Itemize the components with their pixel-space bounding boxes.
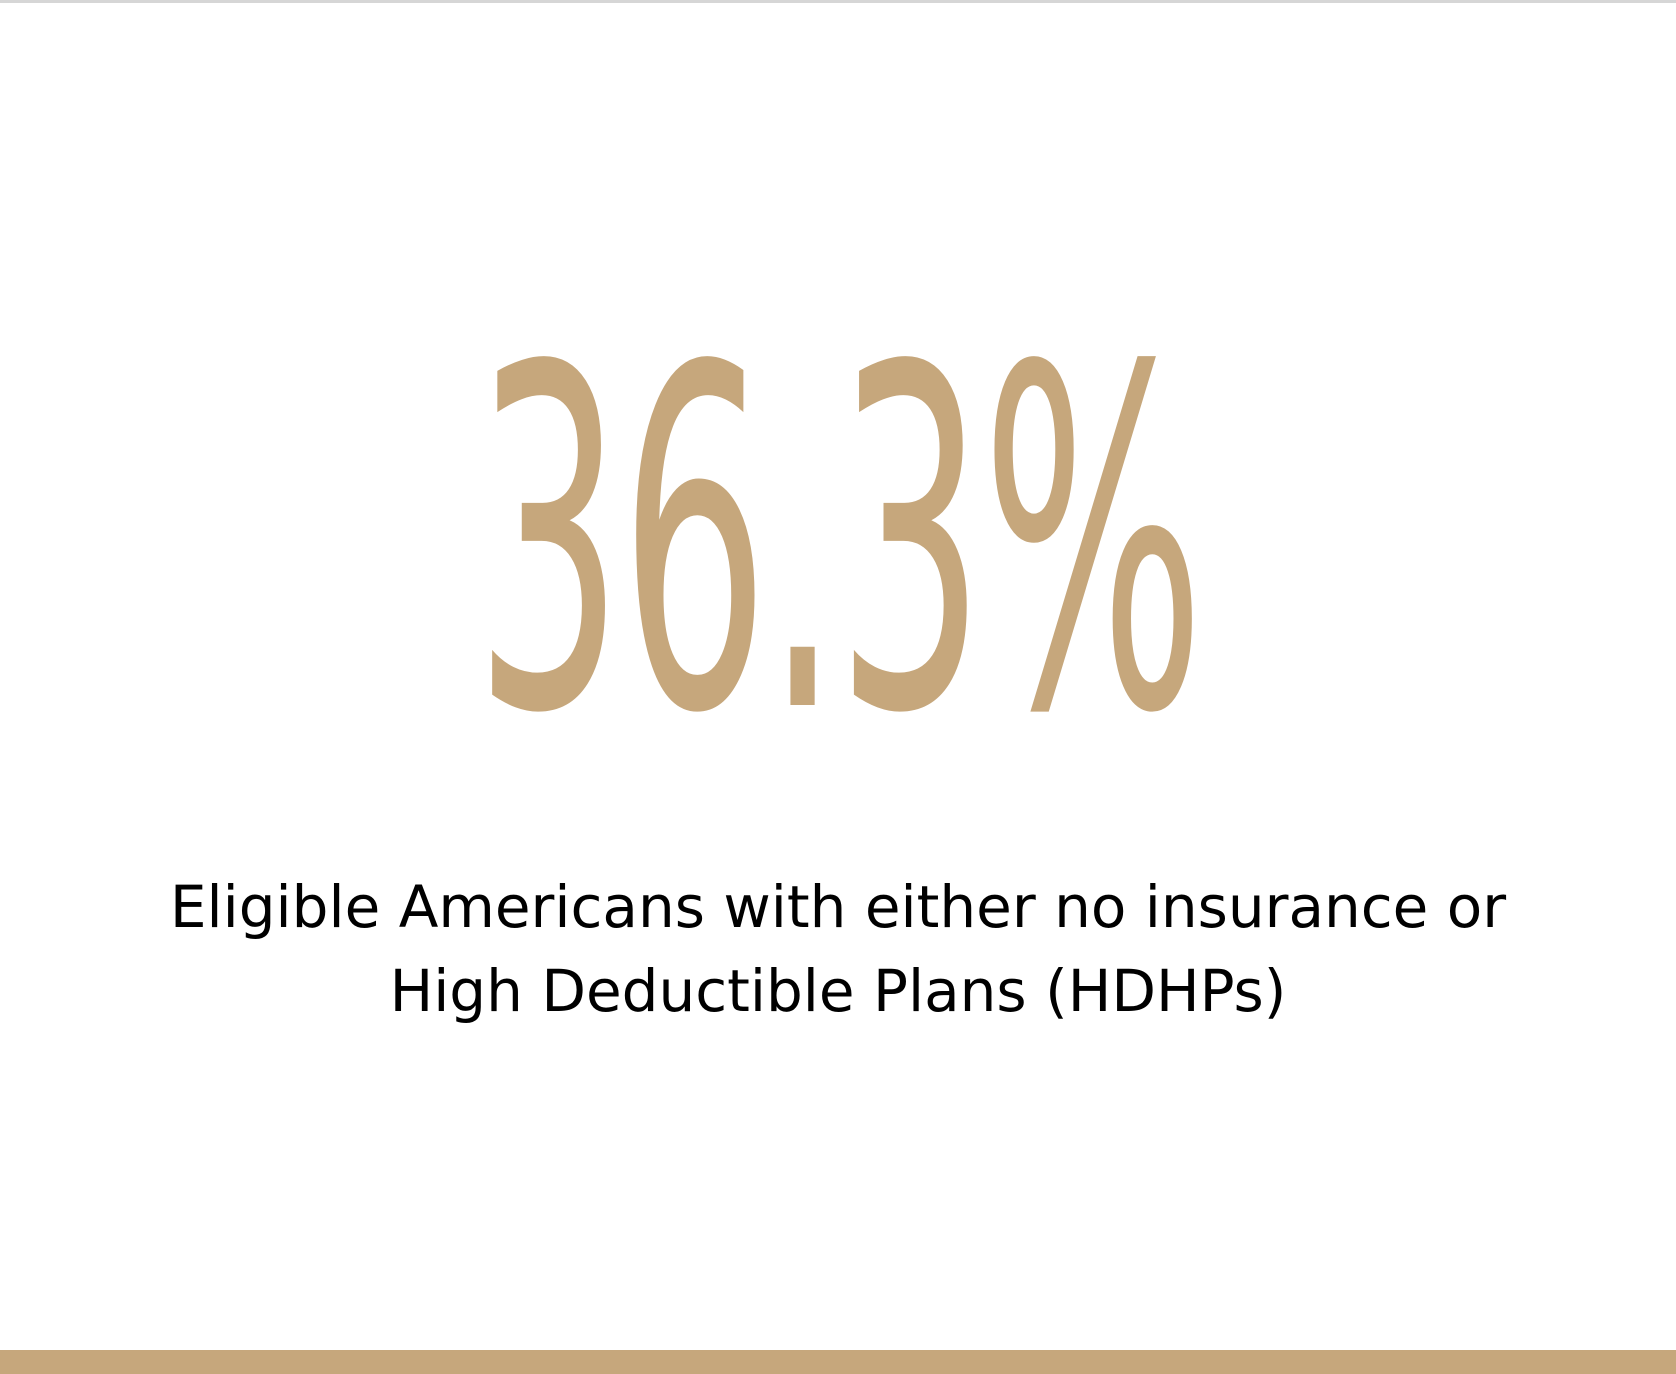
stat-value: 36.3% (474, 269, 1206, 816)
stat-value-container: 36.3% (0, 308, 1676, 778)
stat-caption: Eligible Americans with either no insura… (169, 873, 1507, 1025)
accent-bar (0, 1350, 1676, 1374)
